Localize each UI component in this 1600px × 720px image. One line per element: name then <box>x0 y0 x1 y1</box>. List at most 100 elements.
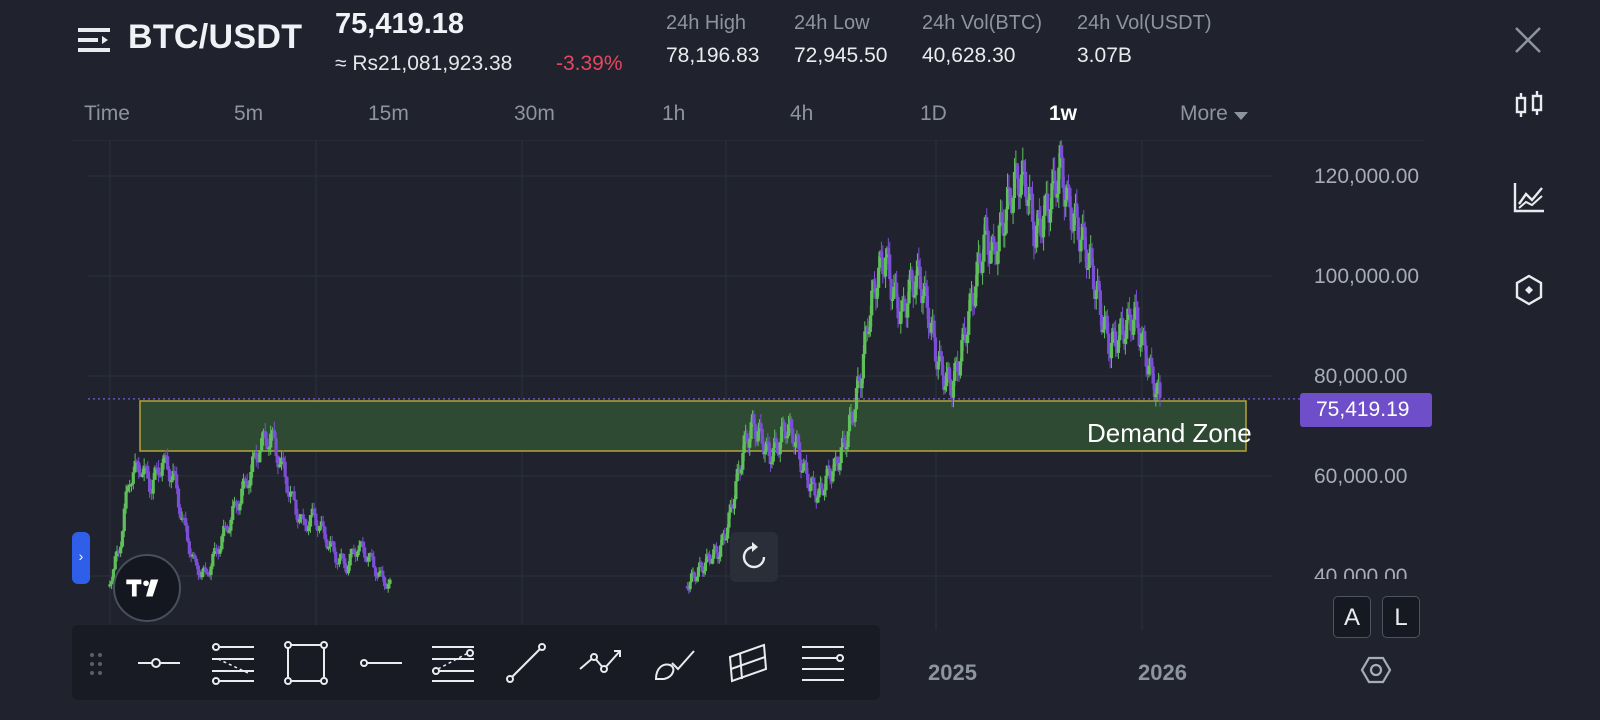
candle-body <box>1062 187 1066 207</box>
candle-body <box>850 412 854 421</box>
horizontal-line-icon[interactable] <box>356 639 404 687</box>
log-scale-button[interactable]: L <box>1382 596 1420 638</box>
auto-scale-button[interactable]: A <box>1333 596 1371 638</box>
candle-body <box>892 286 896 299</box>
candle-body <box>236 506 240 511</box>
interval-4h[interactable]: 4h <box>790 102 814 125</box>
candle-body <box>147 478 152 492</box>
candle-body <box>764 441 768 451</box>
candle-body <box>110 581 114 585</box>
candle-body <box>1084 249 1089 269</box>
candle-body <box>913 295 917 298</box>
candle-body <box>111 569 116 582</box>
hexagon-settings-icon[interactable] <box>1512 273 1546 307</box>
candle-body <box>798 442 802 460</box>
candle-body <box>749 422 753 439</box>
interval-1d[interactable]: 1D <box>920 102 947 125</box>
candle-body <box>978 253 982 264</box>
candle-body <box>996 251 1000 265</box>
interval-5m[interactable]: 5m <box>234 102 264 125</box>
candle-body <box>124 491 128 509</box>
candle-body <box>1017 178 1021 196</box>
path-icon[interactable] <box>576 639 624 687</box>
candle-body <box>149 491 153 494</box>
candle-body <box>171 471 175 481</box>
candle-body <box>258 451 262 463</box>
candle-body <box>223 525 228 528</box>
candle-body <box>707 554 712 561</box>
reset-chart-button[interactable] <box>730 532 778 582</box>
candle-body <box>843 442 847 450</box>
candle-body <box>211 553 215 567</box>
indicator-chart-icon[interactable] <box>1512 180 1546 214</box>
stat-label: 24h Vol(USDT) <box>1077 12 1212 34</box>
candle-body <box>775 442 780 454</box>
candle-body <box>265 438 269 450</box>
candle-body <box>980 261 985 274</box>
drag-handle-icon[interactable] <box>86 651 106 677</box>
candle-body <box>155 467 159 470</box>
menu-icon[interactable] <box>78 26 112 56</box>
caret-down-icon <box>1233 111 1248 120</box>
candle-body <box>238 503 242 511</box>
brush-icon[interactable] <box>650 639 698 687</box>
interval-more[interactable]: More <box>1180 102 1248 126</box>
candle-body <box>1122 330 1126 344</box>
candle-body <box>993 242 997 255</box>
candle-body <box>857 376 861 381</box>
candle-body <box>1004 209 1008 234</box>
candle-body <box>785 436 789 439</box>
candle-body <box>133 460 137 473</box>
stat-label: 24h Low <box>794 12 870 34</box>
chart-canvas[interactable] <box>72 140 1452 700</box>
candle-body <box>982 234 986 262</box>
candle-body <box>824 475 828 491</box>
candle-body <box>287 492 291 497</box>
candle-body <box>196 565 200 575</box>
close-icon[interactable] <box>1512 24 1544 56</box>
interval-15m[interactable]: 15m <box>368 102 409 125</box>
candle-body <box>1000 212 1004 223</box>
pair-symbol[interactable]: BTC/USDT <box>128 18 303 56</box>
candle-body <box>359 541 363 546</box>
candle-body <box>777 453 781 456</box>
chart-settings-icon[interactable] <box>1360 654 1392 686</box>
candle-body <box>357 545 361 552</box>
candle-body <box>890 298 895 301</box>
candle-body <box>1098 290 1103 315</box>
candle-body <box>804 462 809 474</box>
candle-body <box>108 584 112 587</box>
candle-body <box>354 552 358 557</box>
candle-body <box>800 470 805 473</box>
candlestick-icon[interactable] <box>1512 88 1546 122</box>
rectangle-icon[interactable] <box>282 639 330 687</box>
candle-body <box>918 266 922 289</box>
candle-body <box>1094 290 1098 299</box>
candle-body <box>1001 222 1005 236</box>
interval-time[interactable]: Time <box>84 102 130 125</box>
candle-body <box>968 293 972 312</box>
candle-body <box>889 279 893 300</box>
parallel-channel-icon[interactable] <box>428 639 476 687</box>
trend-line-icon[interactable] <box>502 639 550 687</box>
candle-body <box>696 567 701 577</box>
candle-body <box>209 566 213 575</box>
candle-body <box>270 429 275 434</box>
candle-body <box>899 311 903 325</box>
fib-retracement-icon[interactable] <box>208 639 256 687</box>
interval-1w[interactable]: 1w <box>1049 102 1078 125</box>
interval-30m[interactable]: 30m <box>514 102 555 125</box>
stat-value: 3.07B <box>1077 44 1132 67</box>
candle-body <box>992 236 996 243</box>
interval-1h[interactable]: 1h <box>662 102 686 125</box>
candle-body <box>185 525 190 542</box>
price-chart[interactable]: 120,000.00 100,000.00 80,000.00 60,000.0… <box>72 140 1452 700</box>
candle-body <box>926 307 931 329</box>
long-position-icon[interactable] <box>724 639 772 687</box>
y-axis-tick: 100,000.00 <box>1314 265 1420 288</box>
candle-body <box>990 236 994 251</box>
list-icon[interactable] <box>798 639 846 687</box>
candle-body <box>883 257 888 277</box>
horizontal-ray-icon[interactable] <box>134 639 182 687</box>
expand-panel-tab[interactable]: › <box>72 532 90 584</box>
